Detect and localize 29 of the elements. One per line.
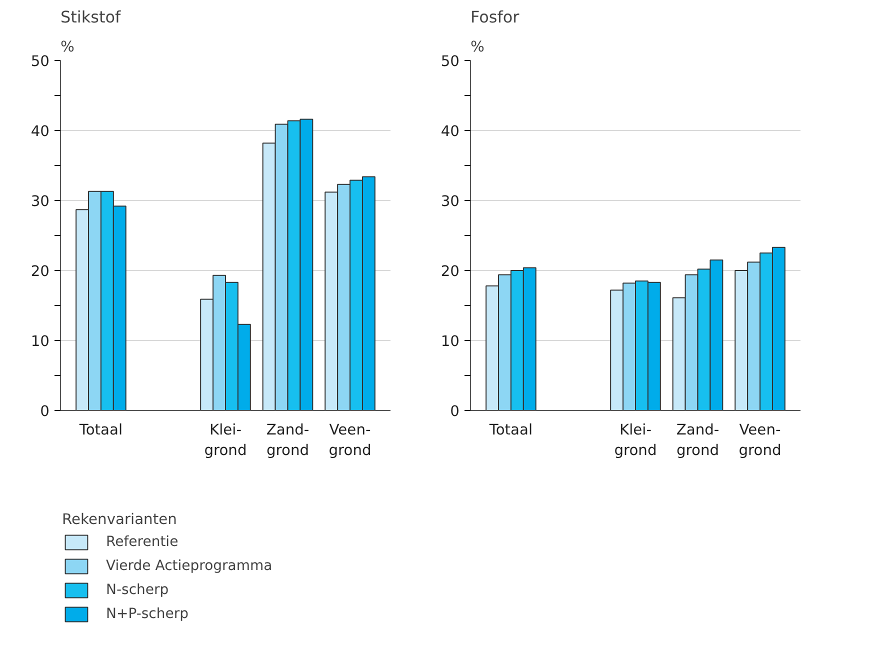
y-tick-label: 20 — [30, 263, 50, 280]
y-tick-label: 0 — [450, 403, 460, 420]
y-tick-label: 40 — [30, 123, 50, 140]
y-tick-label: 30 — [440, 193, 460, 210]
chart-title: Stikstof — [60, 8, 122, 26]
x-tick-label: Zand- grond — [266, 422, 310, 459]
legend-label: N+P-scherp — [106, 606, 189, 622]
legend-label: Referentie — [106, 534, 178, 550]
legend-label: Vierde Actieprogramma — [106, 558, 272, 574]
y-tick-label: 50 — [440, 53, 460, 70]
x-tick-label: Totaal — [488, 422, 533, 438]
x-tick-label: Zand- grond — [676, 422, 720, 459]
x-tick-label: Totaal — [78, 422, 123, 438]
x-tick-label: Klei- grond — [614, 422, 657, 459]
y-tick-label: 20 — [440, 263, 460, 280]
y-tick-label: 10 — [30, 333, 50, 350]
y-tick-label: 10 — [440, 333, 460, 350]
legend-label: N-scherp — [106, 582, 169, 598]
x-tick-label: Klei- grond — [204, 422, 247, 459]
legend-title: Rekenvarianten — [62, 511, 178, 528]
y-tick-label: 0 — [40, 403, 50, 420]
y-tick-label: 30 — [30, 193, 50, 210]
chart-title: Fosfor — [470, 8, 520, 26]
y-tick-label: 50 — [30, 53, 50, 70]
y-axis-title: % — [60, 38, 74, 56]
y-axis-title: % — [470, 38, 484, 56]
y-tick-label: 40 — [440, 123, 460, 140]
x-tick-label: Veen- grond — [328, 422, 372, 459]
x-tick-label: Veen- grond — [738, 422, 782, 459]
